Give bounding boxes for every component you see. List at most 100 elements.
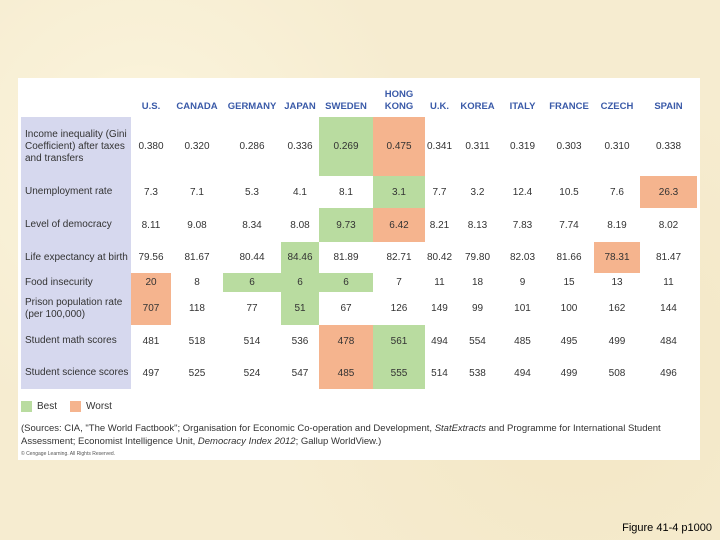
table-cell: 536 xyxy=(291,335,309,347)
column-header: U.S. xyxy=(141,101,161,112)
sources-italic-1: StatExtracts xyxy=(434,423,486,434)
column-header: FRANCE xyxy=(549,101,589,112)
column-header: CANADA xyxy=(176,101,218,112)
table-cell: 77 xyxy=(246,303,258,314)
table-cell: 524 xyxy=(243,367,261,379)
legend-best-label: Best xyxy=(37,400,58,412)
table-cell: 514 xyxy=(243,335,261,347)
table-cell: 81.66 xyxy=(556,252,582,263)
sources-text-1: (Sources: CIA, "The World Factbook"; Org… xyxy=(21,423,435,434)
column-header: JAPAN xyxy=(284,101,316,112)
table-cell: 547 xyxy=(291,367,309,379)
sources-text-3: ; Gallup WorldView.) xyxy=(295,435,382,447)
table-cell: 8.02 xyxy=(658,219,679,231)
table-cell: 100 xyxy=(560,303,578,314)
table-cell: 0.338 xyxy=(655,141,682,152)
table-cell-best: 561 xyxy=(373,325,425,357)
table-cell-best: 3.1 xyxy=(373,176,425,208)
table-cell: 7.1 xyxy=(190,186,204,198)
table-cell: 9 xyxy=(519,277,526,288)
figure-panel: U.S. CANADA GERMANY JAPAN SWEDEN HONG KONG U.K… xyxy=(18,78,700,460)
table-cell-worst: 478 xyxy=(319,325,373,357)
table-row: Life expectancy at birth 79.56 81.67 80.44 8… xyxy=(21,242,697,273)
table-cell: 80.42 xyxy=(426,252,453,263)
row-label: Prison population rate (per 100,000) xyxy=(21,292,131,325)
table-cell: 3.2 xyxy=(470,186,485,198)
table-cell: 10.5 xyxy=(559,186,579,198)
table-cell: 8.11 xyxy=(141,219,161,231)
table-cell-best: 84.46 xyxy=(281,242,319,273)
table-cell: 18 xyxy=(471,277,484,288)
table-row: Student science scores 497 525 524 547 485 555… xyxy=(21,357,697,389)
table-cell: 497 xyxy=(142,367,160,379)
legend: Best Worst xyxy=(21,398,125,414)
table-cell: 8 xyxy=(194,277,200,288)
sources-italic-2: Democracy Index 2012 xyxy=(197,435,296,447)
table-cell-best: 6 xyxy=(319,273,373,292)
table-cell: 12.4 xyxy=(512,186,533,198)
table-cell: 7.3 xyxy=(144,186,158,198)
table-cell: 499 xyxy=(560,367,578,379)
table-cell: 79.80 xyxy=(464,252,491,263)
table-row: Unemployment rate 7.3 7.1 5.3 4.1 8.1 3.1 7.7 3.… xyxy=(21,176,697,208)
table-cell: 7.7 xyxy=(432,186,447,198)
table-cell: 538 xyxy=(469,367,486,379)
table-cell: 485 xyxy=(514,335,531,347)
column-header: SWEDEN xyxy=(325,101,367,112)
column-header: ITALY xyxy=(509,101,536,112)
table-cell-worst: 26.3 xyxy=(640,176,697,208)
column-header: GERMANY xyxy=(227,101,277,112)
table-cell: 0.341 xyxy=(426,141,453,152)
table-cell: 15 xyxy=(563,277,575,288)
table-cell: 13 xyxy=(611,277,623,288)
table-cell: 0.320 xyxy=(184,141,210,152)
table-cell: 508 xyxy=(608,367,626,379)
copyright-note: © Cengage Learning. All Rights Reserved. xyxy=(21,451,116,457)
column-header: U.K. xyxy=(430,101,449,112)
table-cell-best: 9.73 xyxy=(319,208,373,242)
table-cell: 0.310 xyxy=(604,141,630,152)
table-cell: 0.380 xyxy=(138,141,164,152)
row-label: Income inequality (Gini Coefficient) aft… xyxy=(21,117,131,176)
table-cell: 0.286 xyxy=(239,141,265,152)
table-cell-worst: 78.31 xyxy=(594,242,640,273)
table-cell: 162 xyxy=(608,303,626,314)
table-cell: 79.56 xyxy=(138,252,164,263)
column-header: CZECH xyxy=(600,101,634,112)
table-header-row: U.S. CANADA GERMANY JAPAN SWEDEN HONG KONG U.K… xyxy=(21,78,697,117)
table-cell: 149 xyxy=(431,303,448,314)
table-cell: 494 xyxy=(514,367,531,379)
table-cell: 518 xyxy=(188,335,206,347)
table-cell: 5.3 xyxy=(245,186,259,198)
table-cell-worst: 6.42 xyxy=(373,208,425,242)
row-label: Unemployment rate xyxy=(21,176,131,208)
figure-caption: Figure 41-4 p1000 xyxy=(622,522,712,534)
row-label: Level of democracy xyxy=(21,208,131,242)
table-cell: 118 xyxy=(189,303,205,314)
table-cell: 496 xyxy=(660,367,677,379)
table-cell: 81.47 xyxy=(655,252,682,263)
table-cell-worst: 20 xyxy=(131,273,171,292)
table-cell: 514 xyxy=(431,367,448,379)
table-cell-best: 6 xyxy=(281,273,319,292)
table-cell: 8.19 xyxy=(607,219,627,231)
table-cell: 82.71 xyxy=(386,252,412,263)
table-cell: 67 xyxy=(340,303,352,314)
table-cell-best: 555 xyxy=(373,357,425,389)
table-row: Income inequality (Gini Coefficient) aft… xyxy=(21,117,697,176)
table-cell: 8.21 xyxy=(429,219,450,231)
table-cell: 7.74 xyxy=(559,219,579,231)
table-cell: 7.6 xyxy=(610,186,624,198)
table-cell: 481 xyxy=(142,335,160,347)
table-cell: 8.13 xyxy=(467,219,488,231)
table-cell: 8.34 xyxy=(242,219,262,231)
legend-worst-label: Worst xyxy=(86,400,112,412)
column-header: SPAIN xyxy=(654,101,683,112)
table-row: Level of democracy 8.11 9.08 8.34 8.08 9.73 6.… xyxy=(21,208,697,242)
sources-text-2: and Programme for International Student … xyxy=(21,423,661,447)
table-cell-worst: 0.475 xyxy=(373,117,425,176)
table-cell-worst: 485 xyxy=(319,357,373,389)
column-header: HONG KONG xyxy=(384,89,414,112)
table-cell: 499 xyxy=(608,335,626,347)
table-cell-best: 51 xyxy=(281,292,319,325)
